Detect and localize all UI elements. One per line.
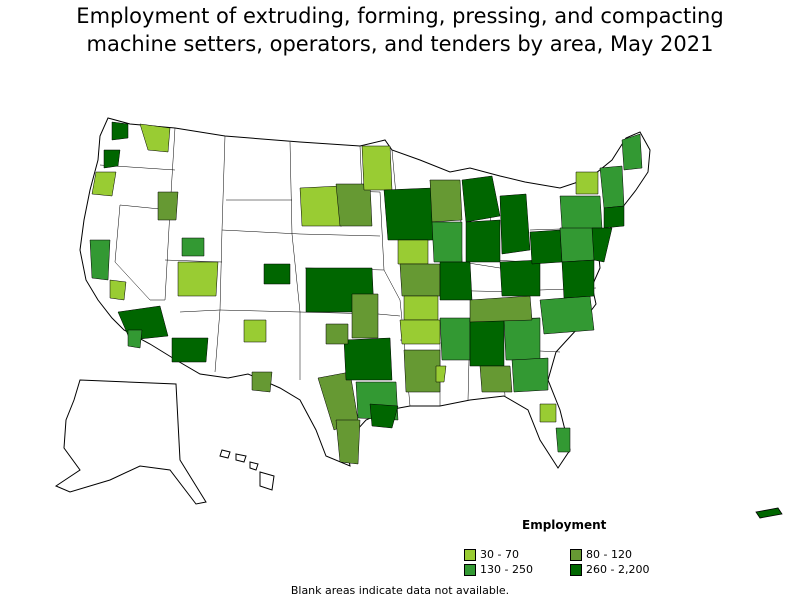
area-30 <box>431 221 463 263</box>
area-34 <box>399 263 441 297</box>
area-38 <box>439 317 471 361</box>
area-8 <box>117 305 169 341</box>
area-27 <box>383 187 435 241</box>
legend-item-130-250: 130 - 250 <box>464 563 533 576</box>
legend-label-130-250: 130 - 250 <box>480 563 533 576</box>
area-52 <box>561 259 595 299</box>
footnote: Blank areas indicate data not available. <box>290 584 510 597</box>
area-40 <box>503 317 541 361</box>
legend-swatch-130-250 <box>464 563 476 576</box>
legend-label-260-2200: 260 - 2,200 <box>586 563 650 576</box>
area-13 <box>243 319 267 343</box>
legend-swatch-80-120 <box>570 548 582 561</box>
area-47 <box>539 403 557 423</box>
area-37 <box>399 319 441 345</box>
area-41 <box>469 295 533 323</box>
legend-item-80-120: 80 - 120 <box>570 548 632 561</box>
area-23 <box>369 403 399 429</box>
legend-title: Employment <box>522 518 607 532</box>
legend-swatch-260-2200 <box>570 563 582 576</box>
title-line-1: Employment of extruding, forming, pressi… <box>76 4 724 28</box>
area-29 <box>429 179 463 223</box>
area-35 <box>439 261 473 301</box>
area-39 <box>469 319 505 367</box>
area-4 <box>91 171 117 197</box>
area-58 <box>591 227 613 263</box>
legend-swatch-30-70 <box>464 548 476 561</box>
area-16 <box>335 183 373 227</box>
area-33 <box>499 193 531 255</box>
area-5 <box>157 191 179 221</box>
area-43 <box>403 349 441 393</box>
legend-item-30-70: 30 - 70 <box>464 548 519 561</box>
alaska-outline <box>54 379 207 505</box>
area-15 <box>299 185 343 227</box>
area-42 <box>539 295 595 335</box>
area-56 <box>603 205 625 229</box>
area-36 <box>403 295 439 321</box>
area-44 <box>435 365 447 383</box>
puerto-rico <box>755 507 783 519</box>
area-31 <box>461 175 501 223</box>
area-32 <box>465 219 501 263</box>
area-50 <box>529 229 563 265</box>
area-6 <box>89 239 111 281</box>
map-title: Employment of extruding, forming, pressi… <box>0 2 800 58</box>
legend-label-80-120: 80 - 120 <box>586 548 632 561</box>
area-46 <box>511 357 549 393</box>
area-3 <box>103 149 121 169</box>
area-10 <box>177 261 219 297</box>
area-7 <box>109 279 127 301</box>
area-17 <box>361 145 393 191</box>
area-45 <box>479 365 513 393</box>
area-28 <box>397 239 429 265</box>
area-51 <box>559 225 597 263</box>
area-55 <box>599 165 625 209</box>
area-53 <box>559 195 603 229</box>
hawaii-islands <box>219 449 275 491</box>
area-12 <box>171 337 209 363</box>
colored-areas <box>89 121 643 465</box>
area-2 <box>139 123 171 153</box>
area-24 <box>343 337 393 381</box>
area-49 <box>499 259 541 297</box>
area-19 <box>251 371 273 393</box>
title-line-2: machine setters, operators, and tenders … <box>86 32 714 56</box>
area-21 <box>335 419 361 465</box>
legend-item-260-2200: 260 - 2,200 <box>570 563 649 576</box>
area-48 <box>555 427 571 453</box>
area-54 <box>575 171 599 195</box>
area-57 <box>621 133 643 171</box>
area-26 <box>325 323 349 345</box>
area-11 <box>181 237 205 257</box>
legend-label-30-70: 30 - 70 <box>480 548 519 561</box>
area-9 <box>127 329 143 349</box>
area-25 <box>351 293 379 339</box>
area-1 <box>111 121 129 141</box>
area-14 <box>263 263 291 285</box>
